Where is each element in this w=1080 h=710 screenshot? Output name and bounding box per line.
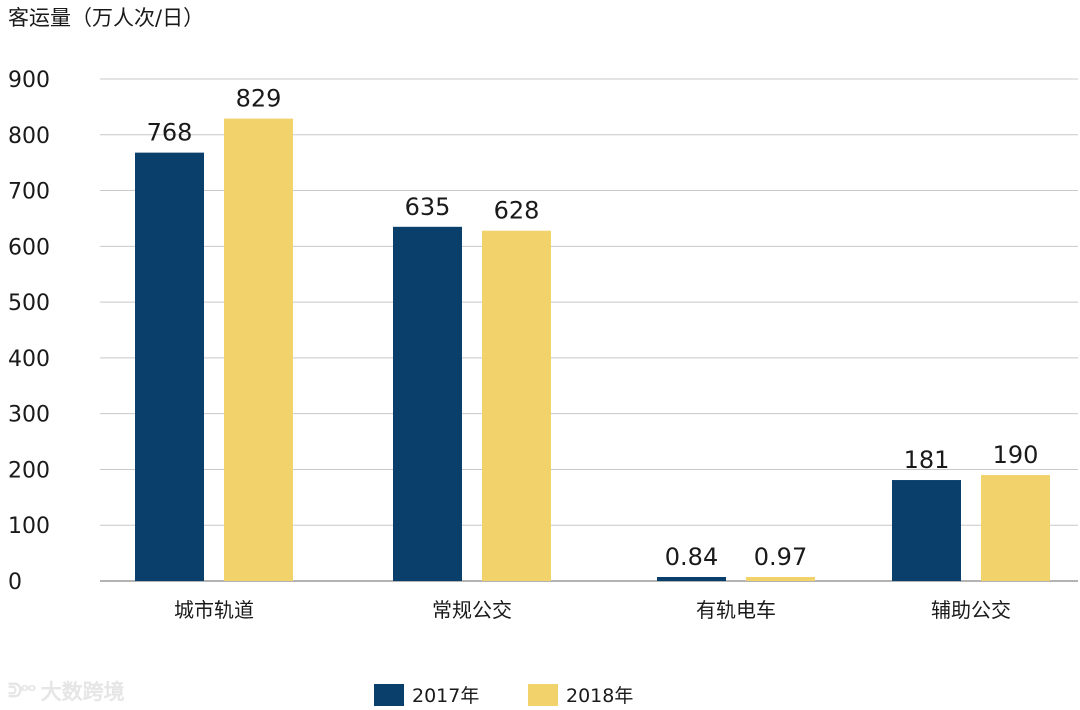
legend-label-2017: 2017年 — [412, 685, 480, 707]
x-tick-label-1: 常规公交 — [432, 598, 512, 622]
y-axis-label: 客运量（万人次/日） — [8, 6, 205, 30]
y-tick-label-300: 300 — [8, 403, 50, 428]
legend-label-2018: 2018年 — [566, 685, 634, 707]
y-tick-label-900: 900 — [8, 68, 50, 93]
y-tick-label-700: 700 — [8, 180, 50, 205]
data-label-2-0: 0.84 — [665, 543, 718, 571]
legend-swatch-2018 — [528, 683, 558, 706]
y-tick-label-100: 100 — [8, 514, 50, 539]
legend: 2017年 2018年 — [0, 681, 1080, 707]
data-label-1-1: 628 — [494, 197, 540, 225]
bar-0-1 — [224, 118, 293, 581]
legend-item-2018: 2018年 — [528, 681, 633, 708]
bar-chart: 0 100 200 300 400 500 600 700 800 900 768 829 城市轨道 63… — [8, 68, 1078, 622]
y-tick-label-200: 200 — [8, 458, 50, 483]
data-label-1-0: 635 — [405, 193, 451, 221]
bar-3-1 — [981, 475, 1050, 581]
legend-item-2017: 2017年 — [374, 681, 479, 708]
y-tick-label-600: 600 — [8, 235, 50, 260]
bar-2-1 — [746, 577, 815, 581]
x-tick-label-2: 有轨电车 — [696, 598, 776, 622]
legend-swatch-2017 — [374, 683, 404, 706]
watermark: ᕲᵒᵒ 大数跨境 — [8, 674, 125, 708]
bar-0-0 — [135, 152, 204, 582]
data-label-3-1: 190 — [993, 441, 1039, 469]
bar-3-0 — [892, 480, 961, 581]
watermark-text: 大数跨境 — [40, 680, 125, 704]
bar-2-0 — [657, 577, 726, 581]
y-tick-label-500: 500 — [8, 291, 50, 316]
data-label-3-0: 181 — [904, 446, 950, 474]
x-tick-label-0: 城市轨道 — [174, 598, 254, 622]
y-tick-label-400: 400 — [8, 347, 50, 372]
data-label-0-1: 829 — [236, 85, 282, 113]
y-tick-label-0: 0 — [8, 570, 22, 595]
bar-1-0 — [393, 226, 462, 582]
y-tick-label-800: 800 — [8, 124, 50, 149]
bar-1-1 — [482, 230, 551, 581]
data-label-0-0: 768 — [147, 119, 193, 147]
x-tick-label-3: 辅助公交 — [931, 598, 1011, 622]
watermark-logo: ᕲᵒᵒ — [8, 680, 37, 702]
data-label-2-1: 0.97 — [754, 543, 807, 571]
